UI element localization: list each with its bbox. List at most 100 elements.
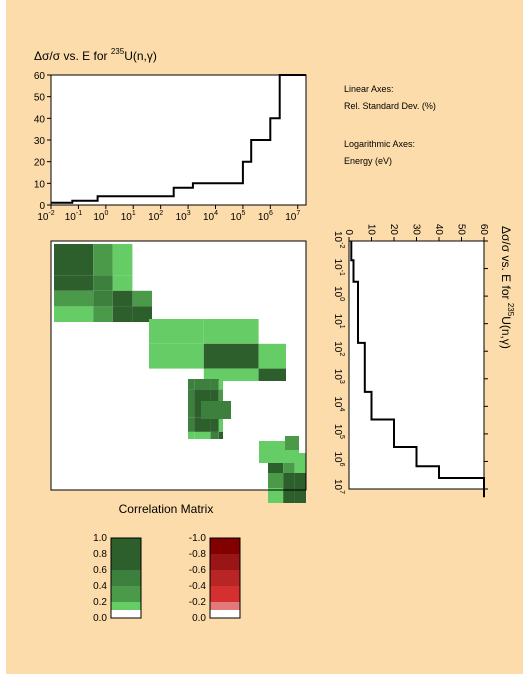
matrix-cell xyxy=(54,244,94,276)
matrix-cell xyxy=(188,389,195,418)
matrix-cell xyxy=(210,379,219,390)
matrix-cell xyxy=(188,417,195,432)
right-y-tick-label: 107 xyxy=(332,479,345,494)
correlation-matrix-title: Correlation Matrix xyxy=(119,502,214,516)
top-x-tick-label: 103 xyxy=(176,210,191,223)
negative-legend-band xyxy=(210,570,240,586)
negative-legend-band xyxy=(210,554,240,570)
log-axes-heading: Logarithmic Axes: xyxy=(344,139,415,149)
matrix-cell xyxy=(268,473,284,488)
matrix-cell xyxy=(210,431,219,439)
positive-legend-band xyxy=(111,602,141,610)
matrix-cell xyxy=(112,275,133,291)
matrix-cell xyxy=(285,436,299,450)
top-x-tick-label: 10-2 xyxy=(37,210,54,223)
matrix-cell xyxy=(218,417,223,432)
top-y-tick-label: 0 xyxy=(39,201,45,212)
negative-legend-label: -1.0 xyxy=(189,533,207,544)
positive-legend-label: 0.6 xyxy=(93,565,107,576)
top-y-tick-label: 40 xyxy=(34,114,46,125)
right-y-tick-label: 104 xyxy=(332,396,345,411)
top-y-tick-label: 50 xyxy=(34,93,46,104)
matrix-cell xyxy=(203,368,259,381)
top-x-tick-label: 107 xyxy=(285,210,300,223)
negative-correlation-legend: -1.0 -0.8 -0.6 -0.4 -0.2 0.0 xyxy=(189,533,241,624)
top-x-tick-label: 102 xyxy=(148,210,163,223)
matrix-cell xyxy=(203,343,259,369)
positive-correlation-legend: 1.0 0.8 0.6 0.4 0.2 0.0 xyxy=(93,533,142,624)
negative-legend-label: -0.2 xyxy=(189,597,207,608)
matrix-cell xyxy=(188,431,195,439)
right-x-tick-label: 10 xyxy=(366,224,377,236)
top-y-tick-label: 60 xyxy=(34,71,46,82)
right-x-tick-label: 20 xyxy=(388,224,399,236)
negative-legend-label: -0.6 xyxy=(189,565,207,576)
top-x-tick-label: 101 xyxy=(121,210,136,223)
linear-axes-value: Rel. Standard Dev. (%) xyxy=(344,101,436,111)
matrix-cell xyxy=(258,343,286,369)
matrix-cell xyxy=(188,379,195,390)
right-x-tick-label: 60 xyxy=(478,224,489,236)
negative-legend-band xyxy=(210,586,240,602)
right-y-tick-label: 10-2 xyxy=(332,231,345,248)
matrix-cell xyxy=(218,379,223,390)
matrix-cell xyxy=(294,488,306,503)
matrix-cell xyxy=(194,379,211,390)
top-x-tick-label: 104 xyxy=(203,210,218,223)
matrix-cell xyxy=(203,319,259,344)
log-axes-value: Energy (eV) xyxy=(344,156,392,166)
correlation-matrix-frame xyxy=(50,240,307,491)
matrix-cell xyxy=(54,290,94,307)
right-y-tick-label: 101 xyxy=(332,314,345,329)
positive-legend-band xyxy=(111,538,141,570)
right-x-tick-label: 40 xyxy=(433,224,444,236)
matrix-cell xyxy=(210,417,219,432)
matrix-cell xyxy=(132,306,152,322)
matrix-cell xyxy=(93,275,113,291)
positive-legend-label: 0.2 xyxy=(93,597,107,608)
top-x-tick-label: 105 xyxy=(230,210,245,223)
right-y-tick-label: 105 xyxy=(332,424,345,439)
top-x-tick-label: 106 xyxy=(258,210,273,223)
right-chart-value-axis: 0 10 20 30 40 50 60 xyxy=(343,224,489,241)
top-y-tick-label: 10 xyxy=(34,179,46,190)
correlation-matrix-cells xyxy=(54,244,306,503)
top-x-tick-label: 100 xyxy=(93,210,108,223)
top-y-tick-label: 30 xyxy=(34,136,46,147)
matrix-cell xyxy=(54,275,94,291)
top-y-tick-label: 20 xyxy=(34,158,46,169)
matrix-cell xyxy=(294,473,306,488)
top-chart-title: Δσ/σ vs. E for 235U(n,γ) xyxy=(34,47,157,63)
matrix-cell xyxy=(258,368,286,381)
right-x-tick-label: 0 xyxy=(343,229,354,235)
linear-axes-heading: Linear Axes: xyxy=(344,84,394,94)
matrix-cell xyxy=(132,290,152,307)
matrix-cell xyxy=(93,306,113,322)
right-y-tick-label: 106 xyxy=(332,451,345,466)
negative-legend-band xyxy=(210,602,240,610)
negative-legend-frame xyxy=(209,537,241,619)
negative-legend-label: -0.8 xyxy=(189,549,207,560)
matrix-cell xyxy=(218,431,223,439)
top-x-tick-label: 10-1 xyxy=(65,210,82,223)
matrix-cell xyxy=(93,290,113,307)
matrix-cell xyxy=(149,319,204,344)
matrix-cell xyxy=(201,401,231,419)
right-y-tick-label: 103 xyxy=(332,369,345,384)
matrix-cell xyxy=(93,244,113,276)
positive-legend-label: 0.0 xyxy=(93,613,107,624)
positive-legend-label: 1.0 xyxy=(93,533,107,544)
positive-legend-band xyxy=(111,570,141,586)
right-y-tick-label: 102 xyxy=(332,341,345,356)
positive-legend-band xyxy=(111,610,141,618)
negative-legend-label: 0.0 xyxy=(192,613,206,624)
top-chart-uncertainty-line xyxy=(51,74,306,204)
positive-legend-label: 0.4 xyxy=(93,581,107,592)
matrix-cell xyxy=(54,306,94,322)
positive-legend-frame xyxy=(110,537,142,619)
figure-page: Δσ/σ vs. E for 235U(n,γ) 0 10 20 30 40 50 60 1… xyxy=(6,0,523,674)
axes-note: Linear Axes: Rel. Standard Dev. (%) Loga… xyxy=(344,84,436,166)
matrix-cell xyxy=(268,488,284,503)
top-chart-y-axis: 0 10 20 30 40 50 60 xyxy=(34,71,51,212)
